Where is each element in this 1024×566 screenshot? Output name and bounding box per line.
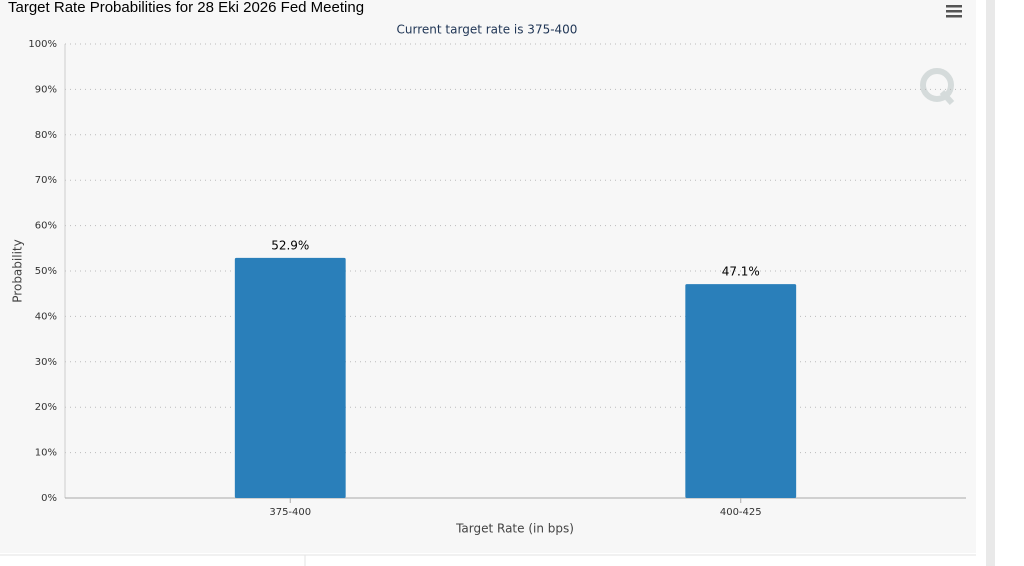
x-tick-label: 375-400 bbox=[269, 507, 311, 518]
scrollbar[interactable] bbox=[986, 0, 995, 566]
menu-button[interactable] bbox=[946, 5, 962, 18]
y-tick-label: 30% bbox=[35, 357, 57, 368]
y-tick-label: 100% bbox=[28, 39, 57, 50]
y-tick-label: 80% bbox=[35, 130, 57, 141]
y-tick-label: 20% bbox=[35, 402, 57, 413]
bar bbox=[685, 284, 797, 498]
bar bbox=[234, 257, 346, 498]
y-tick-label: 10% bbox=[35, 448, 57, 459]
y-axis-label: Probability bbox=[11, 239, 25, 302]
chart-title: Target Rate Probabilities for 28 Eki 202… bbox=[8, 0, 364, 16]
chart-background bbox=[0, 0, 976, 553]
watermark bbox=[920, 68, 955, 106]
y-tick-label: 0% bbox=[41, 493, 57, 504]
y-tick-label: 40% bbox=[35, 311, 57, 322]
y-tick-label: 60% bbox=[35, 221, 57, 232]
data-label: 52.9% bbox=[271, 238, 309, 252]
y-tick-label: 50% bbox=[35, 266, 57, 277]
y-tick-label: 90% bbox=[35, 84, 57, 95]
data-label: 47.1% bbox=[722, 265, 760, 279]
x-axis-label: Target Rate (in bps) bbox=[455, 522, 574, 536]
bottom-panel bbox=[0, 555, 976, 566]
y-tick-label: 70% bbox=[35, 175, 57, 186]
x-tick-label: 400-425 bbox=[720, 507, 762, 518]
chart-subtitle: Current target rate is 375-400 bbox=[397, 23, 578, 37]
